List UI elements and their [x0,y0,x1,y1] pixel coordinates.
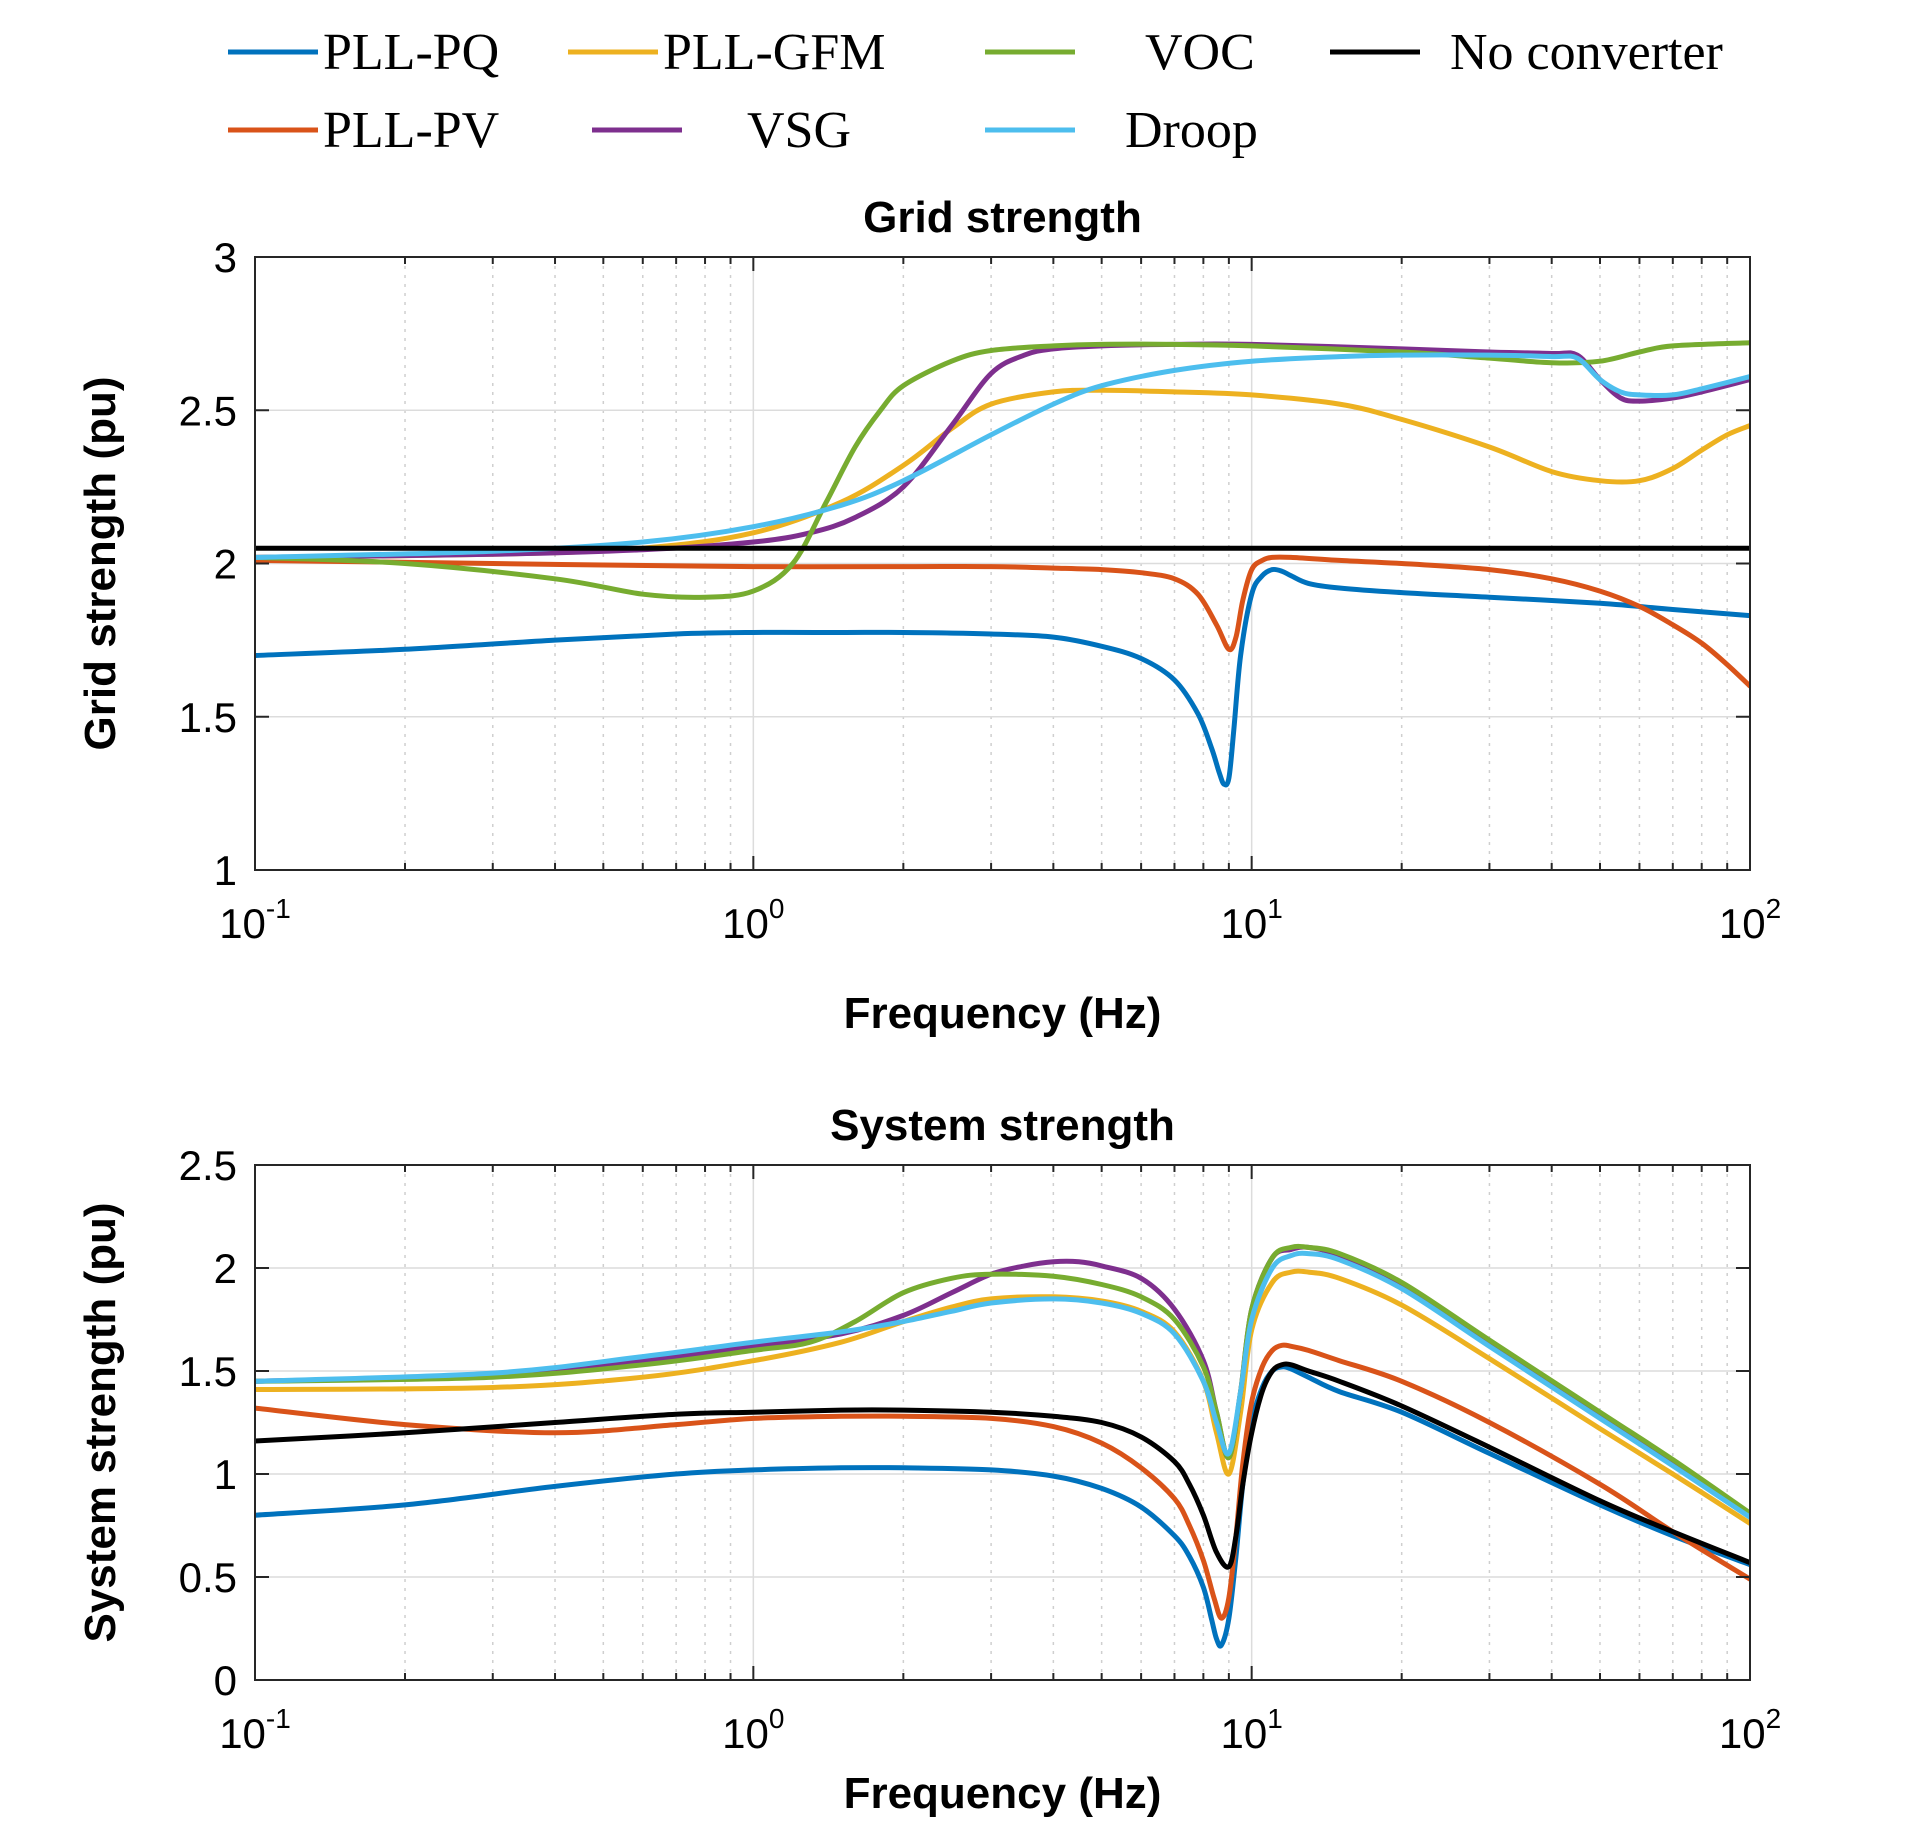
tick-base: 10 [219,900,266,947]
system-strength-x-tick-label: 100 [722,1703,784,1757]
grid-strength-x-tick-label: 101 [1221,893,1283,947]
legend: PLL-PQ PLL-GFM VOC No converter PLL-PV VSG Dro… [228,24,1723,159]
system-strength-y-tick-label: 0 [214,1657,237,1704]
grid-strength-x-tick-label: 10-1 [219,893,291,947]
system-strength-series-pll-pq [255,1364,1750,1649]
tick-base: 10 [1221,900,1268,947]
tick-exponent: 0 [769,893,785,924]
legend-entry-pll-pq: PLL-PQ [228,24,499,81]
tick-base: 10 [219,1710,266,1757]
system-strength-y-tick-label: 2.5 [179,1142,237,1189]
system-strength-y-axis-label: System strength (pu) [76,1202,125,1642]
grid-strength-series-pll-pq [255,566,1750,788]
legend-entry-no-converter: No converter [1330,24,1723,81]
system-strength-series-droop [255,1250,1750,1520]
system-strength-gridlines [254,1164,1751,1681]
system-strength-series-no-converter [255,1361,1750,1570]
tick-base: 10 [1221,1710,1268,1757]
legend-entry-vsg: VSG [592,102,851,159]
grid-strength-x-tick-label: 100 [722,893,784,947]
system-strength-y-tick-label: 0.5 [179,1554,237,1601]
tick-exponent: -1 [266,893,291,924]
system-strength-series [255,1243,1750,1649]
tick-exponent: 1 [1267,893,1283,924]
legend-label-pll-gfm: PLL-GFM [663,24,885,81]
system-strength-series-voc [255,1243,1750,1516]
grid-strength-title: Grid strength [863,193,1142,242]
system-strength-axes-frame [254,1164,1751,1681]
legend-label-no-converter: No converter [1450,24,1723,81]
tick-base: 10 [722,1710,769,1757]
system-strength-title: System strength [830,1101,1175,1150]
legend-label-pll-pv: PLL-PV [323,102,499,159]
tick-exponent: -1 [266,1703,291,1734]
grid-strength-x-axis-label: Frequency (Hz) [844,989,1162,1038]
grid-strength-y-tick-label: 3 [214,234,237,281]
legend-entry-pll-pv: PLL-PV [228,102,499,159]
grid-strength-y-tick-label: 1 [214,847,237,894]
tick-exponent: 0 [769,1703,785,1734]
tick-exponent: 2 [1766,1703,1782,1734]
legend-label-vsg: VSG [747,102,851,159]
tick-exponent: 1 [1267,1703,1283,1734]
tick-exponent: 2 [1766,893,1782,924]
grid-strength-y-tick-label: 1.5 [179,694,237,741]
system-strength-y-tick-label: 2 [214,1245,237,1292]
system-strength-y-tick-label: 1.5 [179,1348,237,1395]
grid-strength-x-tick-label: 102 [1719,893,1781,947]
system-strength-x-axis-label: Frequency (Hz) [844,1769,1162,1818]
system-strength-x-tick-label: 102 [1719,1703,1781,1757]
tick-base: 10 [1719,1710,1766,1757]
grid-strength-y-axis-label: Grid strength (pu) [76,377,125,751]
tick-base: 10 [722,900,769,947]
legend-label-droop: Droop [1125,102,1258,159]
grid-strength-series-pll-gfm [255,387,1750,560]
system-strength-x-tick-label: 101 [1221,1703,1283,1757]
grid-strength-series-droop [255,352,1750,560]
grid-strength-series-pll-pv [255,554,1750,689]
legend-entry-voc: VOC [985,24,1255,81]
grid-strength-y-tick-label: 2.5 [179,387,237,434]
system-strength-series-pll-gfm [255,1268,1750,1526]
system-strength-x-tick-label: 10-1 [219,1703,291,1757]
system-strength-y-tick-label: 1 [214,1451,237,1498]
grid-strength-series-vsg [255,341,1750,560]
legend-entry-droop: Droop [985,102,1258,159]
grid-strength-series-voc [255,340,1750,600]
system-strength-series-pll-pv [255,1342,1750,1621]
legend-label-voc: VOC [1145,24,1255,81]
legend-label-pll-pq: PLL-PQ [323,24,499,81]
tick-base: 10 [1719,900,1766,947]
grid-strength-series [255,340,1750,788]
legend-entry-pll-gfm: PLL-GFM [568,24,885,81]
grid-strength-y-tick-label: 2 [214,541,237,588]
